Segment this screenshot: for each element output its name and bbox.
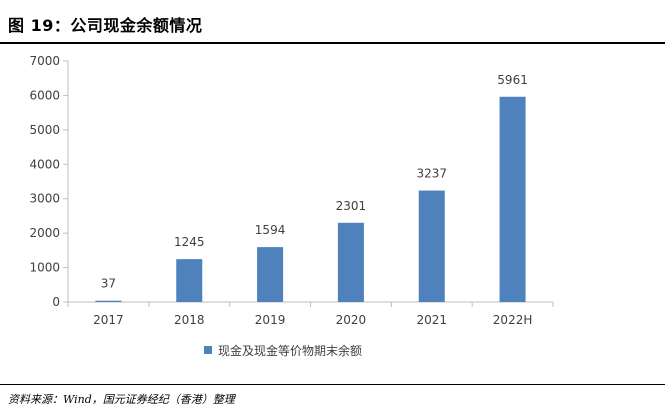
legend: 现金及现金等价物期末余额 — [204, 343, 362, 358]
data-label: 1594 — [255, 223, 286, 237]
x-tick-label: 2021 — [416, 313, 447, 327]
data-label: 5961 — [497, 73, 528, 87]
figure-title: 图 19：公司现金余额情况 — [8, 16, 203, 35]
y-axis: 0 1000 2000 3000 4000 5000 6000 7000 — [29, 54, 69, 309]
bar-2020 — [337, 222, 364, 302]
top-divider — [0, 42, 665, 44]
y-tick-label: 2000 — [29, 226, 60, 240]
bar-2019 — [257, 247, 284, 302]
x-tick-label: 2019 — [255, 313, 286, 327]
y-tick-label: 6000 — [29, 88, 60, 102]
x-axis: 2017 2018 2019 2020 2021 2022H — [67, 301, 554, 327]
bar-2021 — [418, 190, 445, 302]
source-note: 资料来源：Wind，国元证券经纪（香港）整理 — [8, 393, 235, 406]
bottom-divider — [0, 384, 665, 385]
bars — [95, 96, 526, 302]
x-tick-label: 2020 — [336, 313, 367, 327]
data-labels: 37 1245 1594 2301 3237 5961 — [101, 73, 528, 291]
legend-label: 现金及现金等价物期末余额 — [218, 343, 362, 358]
bar-2017 — [95, 300, 122, 302]
data-label: 1245 — [174, 235, 205, 249]
data-label: 2301 — [336, 199, 367, 213]
x-tick-label: 2018 — [174, 313, 205, 327]
y-tick-label: 7000 — [29, 54, 60, 68]
data-label: 3237 — [416, 167, 447, 181]
y-tick-label: 3000 — [29, 192, 60, 206]
x-tick-label: 2017 — [93, 313, 124, 327]
bar-2018 — [176, 259, 203, 302]
y-tick-label: 0 — [52, 295, 60, 309]
y-tick-label: 4000 — [29, 157, 60, 171]
y-tick-label: 1000 — [29, 261, 60, 275]
bar-2022H — [499, 96, 526, 302]
data-label: 37 — [101, 277, 116, 291]
y-tick-label: 5000 — [29, 123, 60, 137]
legend-swatch — [204, 346, 212, 354]
x-tick-label: 2022H — [493, 313, 533, 327]
